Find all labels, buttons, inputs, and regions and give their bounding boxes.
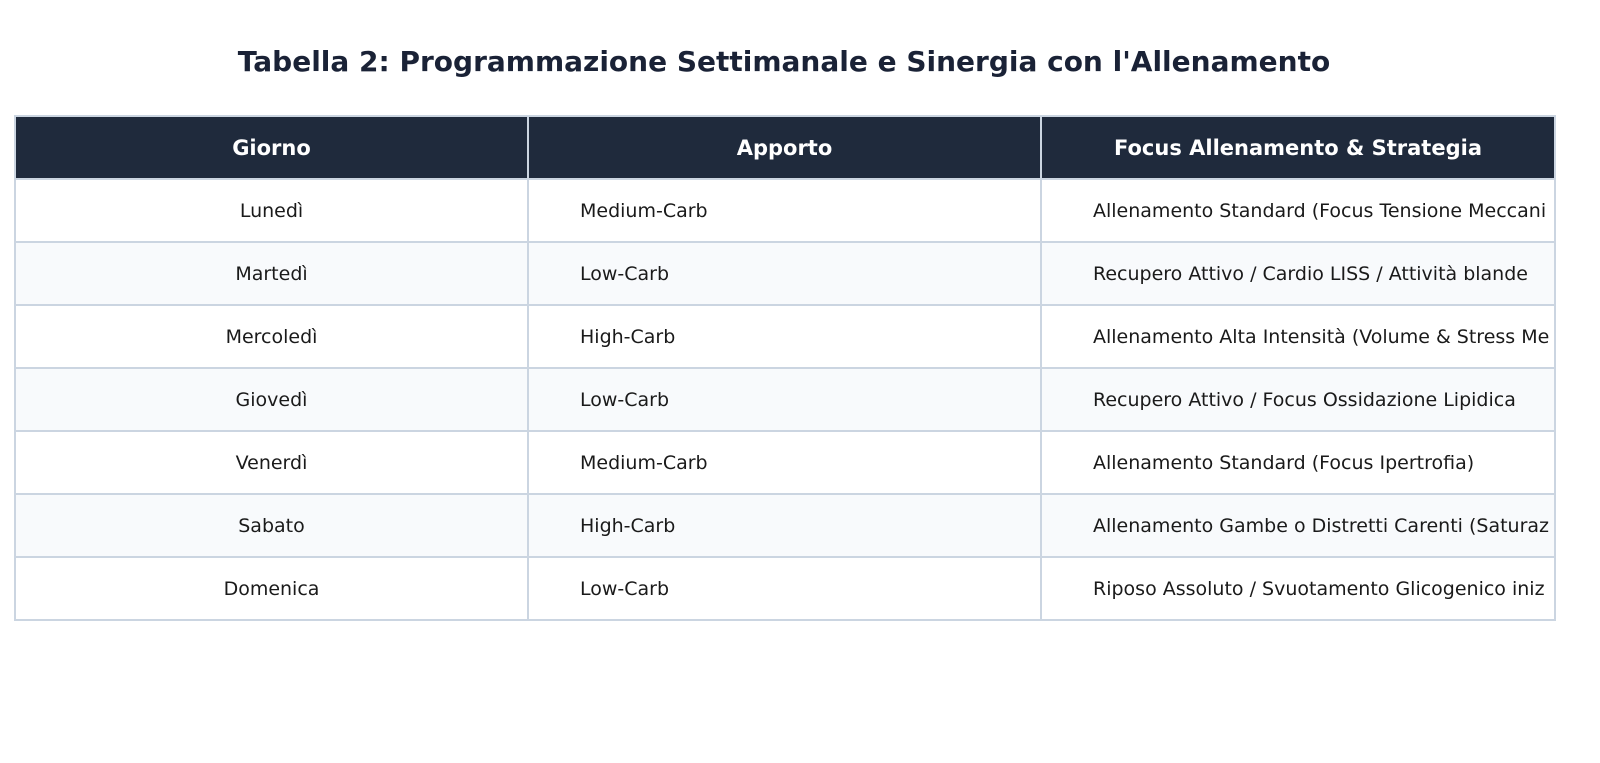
- table-row: Sabato High-Carb Allenamento Gambe o Distr…: [14, 493, 1556, 558]
- table-cell: Recupero Attivo / Cardio LISS / Attività…: [1040, 241, 1556, 306]
- table-cell: High-Carb: [527, 304, 1042, 369]
- table-body: Lunedì Medium-Carb Allenamento Standard (F…: [14, 178, 1556, 621]
- table-row: Venerdì Medium-Carb Allenamento Standard (…: [14, 430, 1556, 495]
- table-row: Lunedì Medium-Carb Allenamento Standard (F…: [14, 178, 1556, 243]
- table-cell: Mercoledì: [14, 304, 529, 369]
- header-cell: Apporto: [527, 115, 1042, 180]
- table-cell: High-Carb: [527, 493, 1042, 558]
- header-row: Giorno Apporto Focus Allenamento & Strateg…: [14, 115, 1556, 180]
- header-cell: Focus Allenamento & Strategia: [1040, 115, 1556, 180]
- table-cell: Low-Carb: [527, 367, 1042, 432]
- table-cell: Lunedì: [14, 178, 529, 243]
- table-cell: Allenamento Alta Intensità (Volume & Str…: [1040, 304, 1556, 369]
- table-cell: Giovedì: [14, 367, 529, 432]
- schedule-table: Giorno Apporto Focus Allenamento & Strateg…: [14, 115, 1556, 621]
- table-cell: Low-Carb: [527, 241, 1042, 306]
- table-cell: Venerdì: [14, 430, 529, 495]
- table-cell: Low-Carb: [527, 556, 1042, 621]
- table-row: Martedì Low-Carb Recupero Attivo / Cardio …: [14, 241, 1556, 306]
- table-row: Giovedì Low-Carb Recupero Attivo / Focus O…: [14, 367, 1556, 432]
- table-cell: Medium-Carb: [527, 178, 1042, 243]
- table-row: Domenica Low-Carb Riposo Assoluto / Svuota…: [14, 556, 1556, 621]
- table-cell: Allenamento Standard (Focus Tensione Mec…: [1040, 178, 1556, 243]
- table-cell: Recupero Attivo / Focus Ossidazione Lipi…: [1040, 367, 1556, 432]
- table-cell: Allenamento Gambe o Distretti Carenti (S…: [1040, 493, 1556, 558]
- table-cell: Medium-Carb: [527, 430, 1042, 495]
- header-cell: Giorno: [14, 115, 529, 180]
- table-title: Tabella 2: Programmazione Settimanale e …: [237, 45, 1331, 78]
- table-cell: Riposo Assoluto / Svuotamento Glicogenic…: [1040, 556, 1556, 621]
- table-cell: Martedì: [14, 241, 529, 306]
- table-cell: Allenamento Standard (Focus Ipertrofia): [1040, 430, 1556, 495]
- table-row: Mercoledì High-Carb Allenamento Alta Inten…: [14, 304, 1556, 369]
- table-cell: Sabato: [14, 493, 529, 558]
- table-cell: Domenica: [14, 556, 529, 621]
